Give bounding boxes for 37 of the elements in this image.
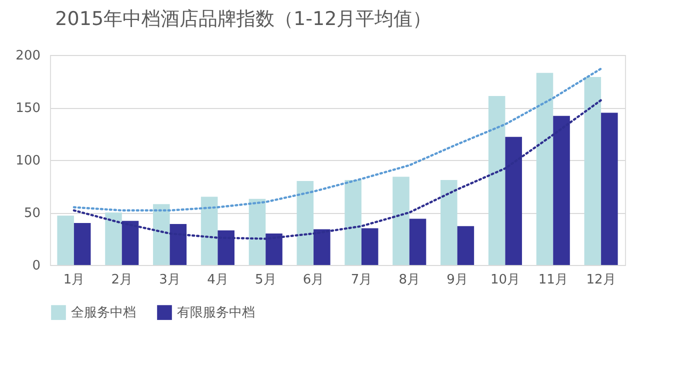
x-tick-label: 6月 xyxy=(302,272,324,288)
x-tick-label: 10月 xyxy=(490,272,520,288)
line-series xyxy=(72,68,602,212)
bar xyxy=(457,226,474,265)
bar xyxy=(74,223,91,265)
y-tick-label: 100 xyxy=(16,154,40,168)
x-tick-label: 5月 xyxy=(254,272,276,288)
bar xyxy=(488,96,506,265)
x-tick-label: 11月 xyxy=(538,272,568,288)
bar xyxy=(105,212,122,265)
bar xyxy=(153,204,170,265)
bar xyxy=(296,181,314,265)
bar xyxy=(248,198,266,265)
bar xyxy=(344,180,362,265)
x-tick-label: 8月 xyxy=(398,272,420,288)
bar xyxy=(57,216,74,265)
y-tick-label: 200 xyxy=(16,48,40,64)
legend-label: 全服务中档 xyxy=(71,306,136,321)
legend-label: 有限服务中档 xyxy=(177,306,255,321)
bar xyxy=(536,72,554,265)
bar xyxy=(409,218,426,265)
x-tick-label: 1月 xyxy=(63,272,85,288)
x-tick-label: 12月 xyxy=(586,272,616,288)
x-tick-label: 4月 xyxy=(207,272,228,288)
x-tick-label: 7月 xyxy=(350,272,372,288)
bar xyxy=(200,196,218,265)
y-tick-label: 0 xyxy=(32,258,40,274)
x-tick-label: 9月 xyxy=(446,272,468,288)
bar xyxy=(584,77,602,265)
bar xyxy=(392,176,410,265)
bar xyxy=(440,180,458,265)
bar xyxy=(601,112,618,265)
y-tick-label: 50 xyxy=(24,206,40,221)
x-tick-label: 3月 xyxy=(159,272,180,288)
chart-title: 2015年中档酒店品牌指数（1-12月平均值） xyxy=(55,8,432,30)
x-tick-label: 2月 xyxy=(111,272,133,288)
y-tick-label: 150 xyxy=(16,101,40,116)
